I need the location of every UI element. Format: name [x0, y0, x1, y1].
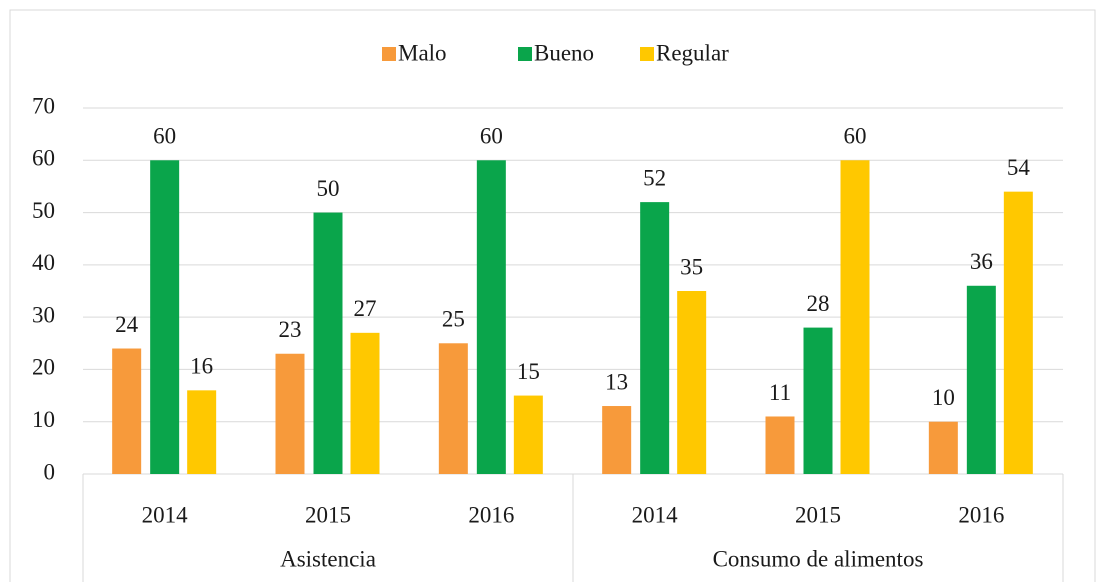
legend-swatch: [640, 47, 654, 61]
data-label: 24: [115, 312, 139, 337]
data-label: 15: [517, 359, 540, 384]
legend-swatch: [518, 47, 532, 61]
bar: [966, 285, 996, 474]
bar: [840, 160, 870, 475]
bar: [313, 212, 343, 475]
y-tick-label: 50: [32, 198, 55, 223]
x-tick-label: 2014: [632, 502, 679, 527]
bar: [1003, 191, 1033, 474]
data-label: 54: [1007, 155, 1031, 180]
data-label: 23: [279, 317, 302, 342]
bar: [150, 160, 180, 475]
bar: [765, 416, 795, 474]
data-label: 35: [680, 254, 703, 279]
x-tick-label: 2014: [142, 502, 189, 527]
data-label: 60: [844, 124, 867, 149]
bar: [513, 395, 543, 474]
y-tick-label: 0: [44, 459, 56, 484]
y-tick-label: 20: [32, 355, 55, 380]
bar: [112, 348, 142, 474]
y-tick-label: 30: [32, 302, 55, 327]
y-tick-label: 40: [32, 250, 55, 275]
data-label: 36: [970, 249, 993, 274]
group-label: Asistencia: [280, 546, 376, 571]
data-label: 11: [769, 380, 791, 405]
bar: [350, 332, 380, 474]
legend-swatch: [382, 47, 396, 61]
data-label: 60: [480, 124, 503, 149]
legend-label: Malo: [398, 40, 447, 65]
data-label: 60: [153, 124, 176, 149]
data-label: 13: [605, 369, 628, 394]
legend-label: Bueno: [534, 40, 594, 65]
data-label: 28: [807, 291, 830, 316]
bar: [187, 390, 217, 474]
chart-frame: [9, 9, 1096, 582]
data-label: 52: [643, 165, 666, 190]
bar: [803, 327, 833, 474]
y-tick-label: 10: [32, 407, 55, 432]
bar: [438, 343, 468, 474]
data-label: 10: [932, 385, 955, 410]
x-tick-label: 2016: [958, 502, 1004, 527]
group-label: Consumo de alimentos: [713, 546, 924, 571]
bar: [275, 353, 305, 474]
x-tick-label: 2016: [468, 502, 514, 527]
bar: [928, 421, 958, 474]
legend-label: Regular: [656, 40, 729, 65]
data-label: 27: [354, 296, 377, 321]
data-label: 16: [190, 354, 213, 379]
data-label: 50: [317, 176, 340, 201]
bar: [677, 291, 707, 474]
bar: [640, 202, 670, 474]
y-tick-label: 60: [32, 146, 55, 171]
bar: [476, 160, 506, 475]
y-tick-label: 70: [32, 93, 55, 118]
x-tick-label: 2015: [795, 502, 841, 527]
x-tick-label: 2015: [305, 502, 351, 527]
bar: [602, 406, 632, 474]
data-label: 25: [442, 307, 465, 332]
